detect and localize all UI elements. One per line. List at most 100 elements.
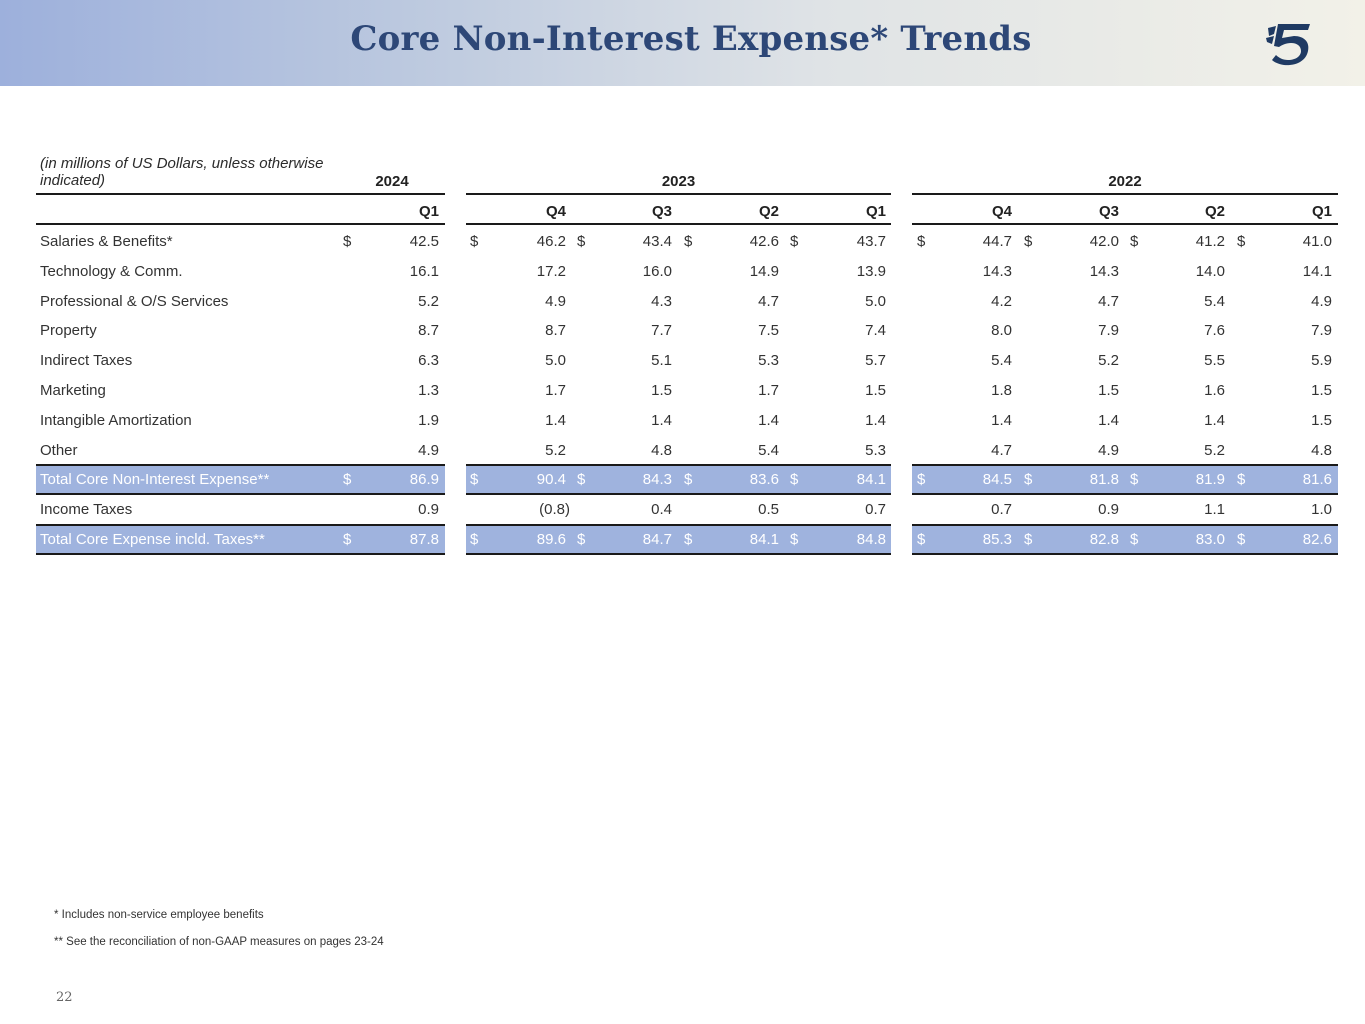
currency-symbol: $ — [1237, 471, 1246, 488]
quarter-header: Q3 — [1098, 203, 1119, 220]
currency-symbol: $ — [917, 233, 926, 250]
table-cell: 4.2 — [991, 293, 1012, 310]
table-cell: 90.4 — [536, 471, 566, 488]
table-cell: 1.4 — [758, 412, 779, 429]
table-cell: 7.7 — [651, 322, 672, 339]
table-cell: 86.9 — [409, 471, 439, 488]
total-bottom-rule — [912, 493, 1338, 495]
total-bottom-rule — [912, 553, 1338, 555]
table-cell: 4.8 — [651, 442, 672, 459]
row-label: Total Core Expense incld. Taxes** — [40, 531, 265, 548]
row-label: Property — [40, 322, 97, 339]
table-cell: 16.0 — [642, 263, 672, 280]
table-cell: 7.5 — [758, 322, 779, 339]
table-cell: 1.7 — [758, 382, 779, 399]
row-label: Other — [40, 442, 78, 459]
quarter-rule — [36, 223, 445, 225]
table-cell: 1.5 — [651, 382, 672, 399]
table-cell: 5.3 — [865, 442, 886, 459]
row-label: Total Core Non-Interest Expense** — [40, 471, 270, 488]
table-cell: 5.0 — [865, 293, 886, 310]
total-bottom-rule — [36, 493, 445, 495]
table-cell: 4.7 — [991, 442, 1012, 459]
total-bottom-rule — [466, 493, 891, 495]
row-label: Salaries & Benefits* — [40, 233, 173, 250]
row-label: Technology & Comm. — [40, 263, 183, 280]
table-cell: 5.9 — [1311, 352, 1332, 369]
year-header-2024: 2024 — [375, 173, 409, 190]
table-cell: 4.9 — [418, 442, 439, 459]
currency-symbol: $ — [684, 531, 693, 548]
currency-symbol: $ — [343, 531, 352, 548]
currency-symbol: $ — [577, 531, 586, 548]
table-cell: 7.9 — [1098, 322, 1119, 339]
table-cell: 84.7 — [642, 531, 672, 548]
table-cell: 5.2 — [418, 293, 439, 310]
table-cell: 6.3 — [418, 352, 439, 369]
table-cell: 0.9 — [1098, 501, 1119, 518]
table-cell: 7.4 — [865, 322, 886, 339]
row-label: Intangible Amortization — [40, 412, 192, 429]
table-cell: 0.9 — [418, 501, 439, 518]
total-top-rule — [36, 464, 445, 466]
table-cell: 4.8 — [1311, 442, 1332, 459]
total-row-band — [912, 465, 1338, 494]
table-cell: 7.6 — [1204, 322, 1225, 339]
table-cell: 4.7 — [758, 293, 779, 310]
quarter-header: Q1 — [865, 203, 886, 220]
table-cell: 4.9 — [545, 293, 566, 310]
table-cell: 0.7 — [865, 501, 886, 518]
table-cell: 82.8 — [1089, 531, 1119, 548]
year-header-2022: 2022 — [1108, 173, 1142, 190]
table-cell: 46.2 — [536, 233, 566, 250]
quarter-rule — [466, 223, 891, 225]
table-cell: 14.3 — [1089, 263, 1119, 280]
table-cell: 84.3 — [642, 471, 672, 488]
quarter-rule — [912, 223, 1338, 225]
currency-symbol: $ — [1024, 531, 1033, 548]
footnote-2: ** See the reconciliation of non-GAAP me… — [54, 936, 384, 948]
currency-symbol: $ — [790, 233, 799, 250]
table-cell: 5.4 — [758, 442, 779, 459]
table-cell: 82.6 — [1302, 531, 1332, 548]
table-cell: 1.5 — [1098, 382, 1119, 399]
table-cell: 14.0 — [1195, 263, 1225, 280]
table-cell: 81.9 — [1195, 471, 1225, 488]
quarter-header: Q4 — [545, 203, 566, 220]
table-cell: 5.3 — [758, 352, 779, 369]
total-top-rule — [36, 524, 445, 526]
currency-symbol: $ — [577, 233, 586, 250]
table-cell: 1.5 — [1311, 412, 1332, 429]
currency-symbol: $ — [577, 471, 586, 488]
total-row-band — [36, 465, 445, 494]
table-cell: 1.9 — [418, 412, 439, 429]
total-top-rule — [466, 464, 891, 466]
table-cell: 1.4 — [545, 412, 566, 429]
currency-symbol: $ — [470, 471, 479, 488]
table-cell: 43.4 — [642, 233, 672, 250]
row-label: Indirect Taxes — [40, 352, 133, 369]
table-cell: 41.2 — [1195, 233, 1225, 250]
total-top-rule — [912, 464, 1338, 466]
table-cell: 0.5 — [758, 501, 779, 518]
table-cell: 1.4 — [1098, 412, 1119, 429]
table-cell: 1.3 — [418, 382, 439, 399]
units-note: (in millions of US Dollars, unless other… — [40, 155, 324, 189]
table-cell: 5.2 — [545, 442, 566, 459]
currency-symbol: $ — [1024, 471, 1033, 488]
table-cell: 1.4 — [865, 412, 886, 429]
table-cell: 14.3 — [982, 263, 1012, 280]
table-cell: 5.2 — [1098, 352, 1119, 369]
table-cell: 5.5 — [1204, 352, 1225, 369]
quarter-header: Q2 — [1204, 203, 1225, 220]
total-row-band — [36, 525, 445, 554]
currency-symbol: $ — [1237, 233, 1246, 250]
table-cell: 83.6 — [749, 471, 779, 488]
table-cell: 8.7 — [418, 322, 439, 339]
currency-symbol: $ — [343, 233, 352, 250]
table-cell: 5.0 — [545, 352, 566, 369]
table-cell: 8.0 — [991, 322, 1012, 339]
year-rule — [912, 193, 1338, 195]
table-cell: 1.4 — [991, 412, 1012, 429]
row-label: Marketing — [40, 382, 106, 399]
